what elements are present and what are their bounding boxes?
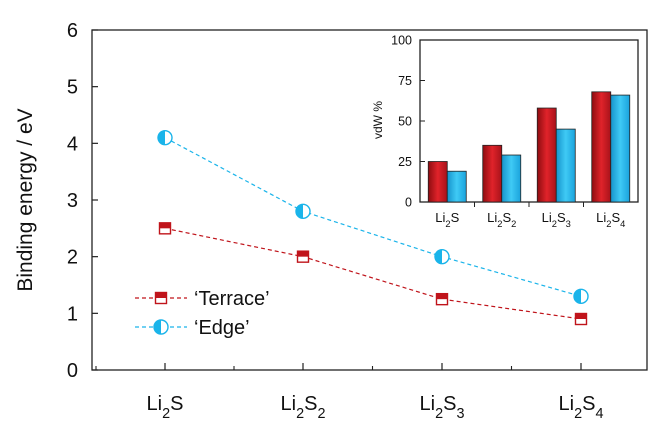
legend-marker bbox=[153, 319, 169, 335]
main-y-axis-label: Binding energy / eV bbox=[14, 108, 37, 291]
main-y-tick-label: 6 bbox=[67, 20, 78, 42]
main-y-tick-label: 1 bbox=[67, 303, 78, 325]
edge-point bbox=[573, 288, 589, 305]
inset-x-tick-label: Li2S4 bbox=[596, 210, 625, 229]
main-x-axis: Li2S Li2S2 Li2S3 Li2S4 bbox=[95, 363, 604, 422]
edge-point bbox=[295, 203, 311, 220]
main-series bbox=[157, 129, 589, 326]
bar-red bbox=[591, 91, 612, 203]
main-y-tick-label: 3 bbox=[67, 190, 78, 212]
legend-label: ‘Edge’ bbox=[194, 317, 250, 339]
main-y-tick-label: 5 bbox=[67, 77, 78, 99]
terrace-point bbox=[296, 250, 310, 263]
bar-blue bbox=[446, 170, 467, 203]
bar-red bbox=[482, 144, 503, 203]
bar-red bbox=[536, 107, 557, 203]
inset-y-tick-label: 100 bbox=[391, 34, 412, 48]
inset-plot: 0 25 50 75 100 Li2S Li2S2 Li2S3 Li2S4 vdW % bbox=[371, 34, 639, 229]
terrace-point bbox=[158, 222, 172, 235]
inset-y-tick-label: 50 bbox=[398, 115, 412, 129]
main-x-tick-label: Li2S4 bbox=[559, 393, 604, 422]
main-x-tick-label: Li2S3 bbox=[420, 393, 465, 422]
inset-x-tick-label: Li2S bbox=[435, 210, 459, 229]
main-y-tick-label: 0 bbox=[67, 360, 78, 382]
inset-y-tick-label: 25 bbox=[398, 155, 412, 169]
edge-point bbox=[157, 129, 173, 146]
main-x-tick-label: Li2S bbox=[147, 393, 184, 422]
inset-x-tick-label: Li2S2 bbox=[487, 210, 516, 229]
inset-y-tick-label: 75 bbox=[398, 74, 412, 88]
legend-marker bbox=[154, 291, 168, 305]
bar-blue bbox=[501, 154, 522, 203]
inset-y-axis-label: vdW % bbox=[371, 101, 385, 139]
main-y-axis: 0 1 2 3 4 5 6 bbox=[67, 20, 98, 382]
inset-bars bbox=[427, 91, 631, 203]
main-plot: 0 1 2 3 4 5 6 Li2S Li2S2 Li2S3 Li2S4 Binding ener… bbox=[14, 20, 648, 422]
terrace-point bbox=[574, 312, 588, 326]
inset-x-tick-label: Li2S3 bbox=[542, 210, 571, 229]
inset-y-tick-label: 0 bbox=[405, 196, 412, 210]
legend: ‘Terrace’ ‘Edge’ bbox=[135, 288, 270, 339]
bar-blue bbox=[555, 128, 576, 203]
main-y-tick-label: 2 bbox=[67, 247, 78, 269]
bar-red bbox=[427, 161, 448, 203]
edge-point bbox=[434, 248, 450, 265]
inset-y-axis: 0 25 50 75 100 bbox=[391, 34, 425, 210]
inset-x-axis: Li2S Li2S2 Li2S3 Li2S4 bbox=[435, 202, 625, 229]
main-y-tick-label: 4 bbox=[67, 133, 78, 155]
bar-blue bbox=[610, 94, 631, 203]
legend-label: ‘Terrace’ bbox=[194, 288, 270, 310]
series-line-1 bbox=[164, 137, 582, 297]
main-x-tick-label: Li2S2 bbox=[281, 393, 326, 422]
terrace-point bbox=[435, 292, 449, 306]
series-line-0 bbox=[164, 227, 582, 320]
